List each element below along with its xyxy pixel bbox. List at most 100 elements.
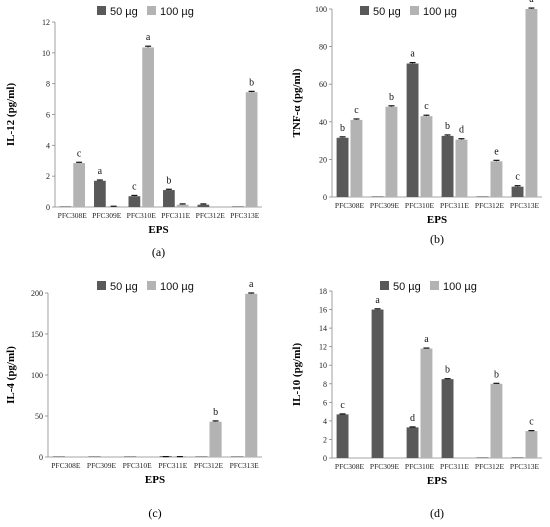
c1-panel-label: (a): [152, 245, 165, 259]
c4-s2-bar-3: [455, 457, 468, 458]
c2-y-tick-label-0: 0: [323, 193, 327, 202]
c1-s2-sig-label-5: b: [249, 77, 254, 88]
c4-x-tick-label-1: PFC309E: [370, 462, 400, 471]
c3-panel-label: (c): [148, 506, 161, 520]
c4-s1-bar-5: [511, 457, 524, 458]
c2-x-tick-label-1: PFC309E: [370, 201, 400, 210]
c1-s1-sig-label-1: a: [98, 166, 103, 177]
c4-s2-bar-5: [525, 431, 538, 458]
c2-x-tick-label-2: PFC310E: [405, 201, 435, 210]
c3-s1-bar-5: [231, 456, 244, 457]
c4-legend-swatch-2: [430, 281, 439, 290]
c4-y-tick-label-3: 6: [323, 398, 327, 407]
c4-legend-label-1: 50 µg: [393, 281, 421, 293]
c4-s2-bar-2: [420, 348, 433, 458]
c3-y-tick-label-2: 100: [31, 371, 43, 380]
c1-y-tick-label-3: 6: [46, 111, 50, 120]
c4-y-tick-label-0: 0: [323, 454, 327, 463]
c1-y-tick-label-4: 8: [46, 80, 50, 89]
c4-panel-label: (d): [430, 506, 444, 520]
c2-s1-bar-2: [406, 63, 419, 197]
c3-s2-sig-label-4: b: [213, 407, 218, 418]
c4-s1-sig-label-1: a: [375, 295, 380, 306]
c1-legend-swatch-2: [147, 6, 156, 15]
c4-s2-sig-label-4: b: [494, 369, 499, 380]
c4-x-axis-label: EPS: [427, 475, 447, 487]
c3-s1-bar-2: [124, 456, 137, 457]
c2-s1-bar-5: [511, 186, 524, 197]
c2-s1-bar-0: [336, 137, 349, 197]
c1-y-tick-label-2: 4: [46, 141, 50, 150]
c1-x-tick-label-3: PFC311E: [161, 211, 190, 220]
c2-x-tick-label-5: PFC313E: [510, 201, 540, 210]
c4-y-axis-label: IL-10 (pg/ml): [291, 343, 303, 407]
c1-s1-bar-0: [59, 206, 72, 207]
c4-s1-bar-0: [336, 414, 349, 458]
c4-s2-sig-label-2: a: [424, 334, 429, 345]
c3-s1-bar-0: [52, 456, 65, 457]
c2-y-tick-label-5: 100: [315, 5, 327, 14]
c4-y-tick-label-7: 14: [319, 324, 327, 333]
c1-s1-bar-4: [197, 204, 210, 207]
c4-x-tick-label-3: PFC311E: [440, 462, 469, 471]
c4-s1-sig-label-2: d: [410, 413, 415, 424]
c2-s2-bar-3: [455, 139, 468, 197]
c1-s1-bar-3: [163, 190, 175, 207]
c4-s2-sig-label-5: c: [529, 417, 534, 428]
c3-x-axis-label: EPS: [145, 474, 165, 486]
c1-s1-bar-5: [232, 206, 244, 207]
c1-x-tick-label-2: PFC310E: [127, 211, 157, 220]
c1-s2-bar-3: [176, 204, 189, 207]
c4-s1-bar-3: [441, 379, 454, 458]
c1-s1-sig-label-2: c: [132, 181, 137, 192]
c1-legend-label-2: 100 µg: [160, 6, 194, 18]
c3-s2-sig-label-5: a: [249, 279, 254, 290]
c4-y-tick-label-2: 4: [323, 417, 327, 426]
c4-s1-sig-label-3: b: [445, 365, 450, 376]
c2-panel-label: (b): [430, 232, 444, 246]
c2-s2-sig-label-3: d: [459, 125, 464, 136]
c3-s2-bar-2: [138, 456, 151, 457]
c2-s1-bar-3: [441, 135, 454, 197]
c2-s1-bar-1: [371, 196, 384, 197]
c4-y-tick-label-4: 8: [323, 380, 327, 389]
c2-x-tick-label-0: PFC308E: [335, 201, 365, 210]
c4-s1-bar-2: [406, 427, 419, 458]
c1-s2-bar-5: [245, 92, 258, 207]
c1-legend-label-1: 50 µg: [110, 6, 138, 18]
c3-s1-bar-1: [88, 456, 101, 457]
c4-y-tick-label-9: 18: [319, 287, 327, 296]
c4-s1-bar-1: [371, 309, 384, 458]
c2-s2-bar-4: [490, 161, 503, 197]
c1-x-axis-label: EPS: [148, 224, 168, 236]
c3-y-tick-label-0: 0: [39, 453, 43, 462]
c3-x-tick-label-0: PFC308E: [51, 461, 81, 470]
c1-x-tick-label-1: PFC309E: [92, 211, 122, 220]
c2-y-tick-label-4: 80: [319, 43, 327, 52]
c2-s1-sig-label-5: c: [515, 172, 520, 183]
c2-legend-label-1: 50 µg: [373, 6, 401, 18]
c1-s1-sig-label-3: b: [166, 175, 171, 186]
c3-legend-label-1: 50 µg: [110, 281, 138, 293]
c3-legend-swatch-1: [97, 281, 106, 290]
c2-y-tick-label-1: 20: [319, 155, 327, 164]
c4-s2-bar-0: [350, 457, 363, 458]
c4-y-tick-label-6: 12: [319, 343, 327, 352]
c2-legend-swatch-1: [360, 6, 369, 15]
c4-s1-sig-label-0: c: [340, 400, 345, 411]
c1-s2-sig-label-0: c: [77, 148, 82, 159]
c2-s2-sig-label-4: e: [494, 146, 499, 157]
c2-s2-sig-label-2: c: [424, 101, 429, 112]
c1-y-tick-label-6: 12: [42, 18, 50, 27]
c4-x-tick-label-5: PFC313E: [510, 462, 540, 471]
c1-s2-bar-0: [73, 163, 85, 207]
c1-y-tick-label-1: 2: [46, 172, 50, 181]
c3-y-axis-label: IL-4 (pg/ml): [5, 346, 17, 404]
c3-x-tick-label-5: PFC313E: [230, 461, 260, 470]
c4-x-tick-label-4: PFC312E: [475, 462, 505, 471]
c2-x-axis-label: EPS: [427, 214, 447, 226]
c2-y-axis-label: TNF-α (pg/ml): [291, 68, 303, 137]
c4-y-tick-label-5: 10: [319, 361, 327, 370]
c2-legend-swatch-2: [410, 6, 419, 15]
